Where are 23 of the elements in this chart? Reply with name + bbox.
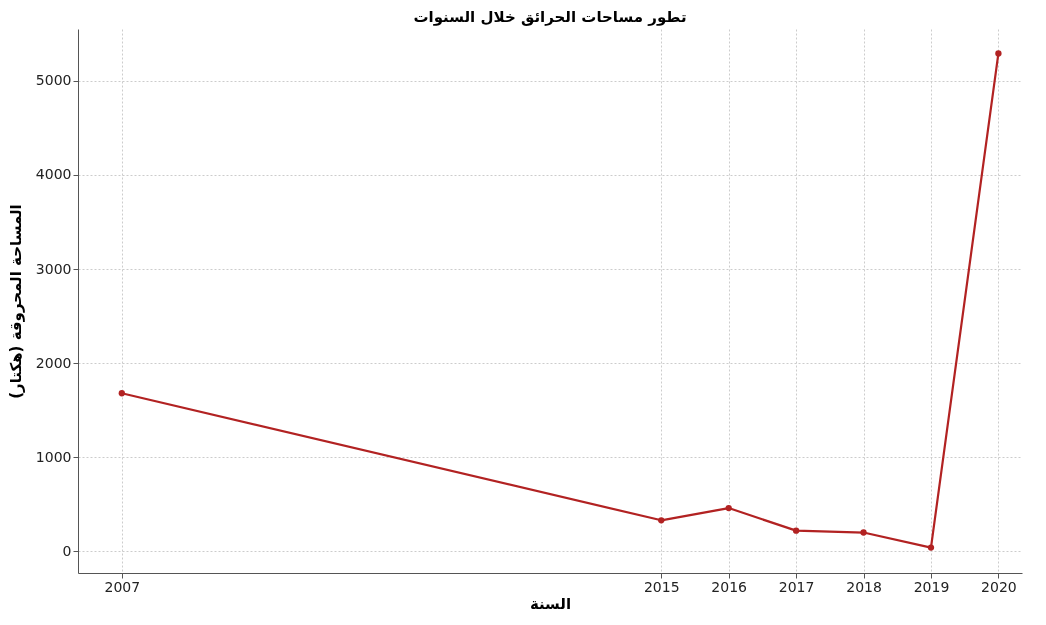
point	[658, 517, 665, 524]
point	[927, 544, 935, 551]
y-tick-label: 3000	[35, 260, 72, 277]
y-tick-label: 4000	[35, 166, 72, 183]
x-tick-label: 2007	[104, 578, 141, 595]
y-tick-label: 2000	[35, 354, 72, 371]
y-axis-title: المساحة المحروقة (هكتار)	[6, 204, 25, 399]
point	[725, 504, 732, 512]
y-tick-label: 1000	[35, 448, 72, 465]
x-tick-label: 2020	[981, 578, 1017, 595]
chart-title: تطور مساحات الحرائق خلال السنوات	[413, 8, 687, 26]
x-tick-label: 2019	[913, 578, 950, 595]
point	[118, 390, 125, 397]
point	[792, 527, 800, 534]
x-tick-label: 2018	[846, 578, 882, 595]
point	[860, 529, 867, 536]
x-tick-label: 2015	[643, 578, 680, 595]
x-tick-label: 2017	[778, 578, 815, 595]
x-tick-label: 2016	[711, 578, 748, 595]
y-tick-label: 0	[62, 542, 72, 559]
y-tick-label: 5000	[35, 72, 72, 89]
point	[995, 50, 1002, 57]
x-axis-title: السنة	[529, 594, 572, 613]
